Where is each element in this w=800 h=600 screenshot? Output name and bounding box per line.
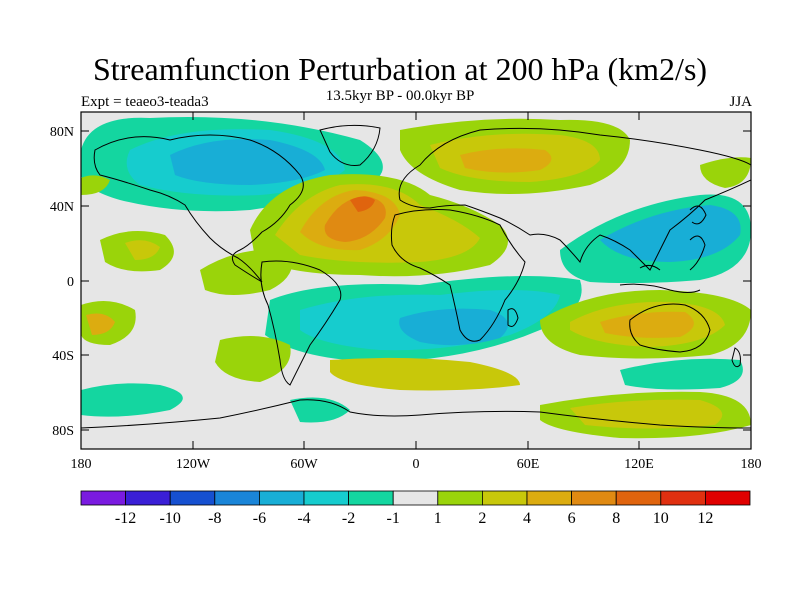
colorbar-label: -2	[342, 510, 355, 527]
colorbar-label: -10	[160, 510, 181, 527]
colorbar-label: 1	[434, 510, 442, 527]
anomaly-positive-south-america	[215, 336, 291, 382]
colorbar-label: -4	[297, 510, 310, 527]
lat-label-80s: 80S	[52, 424, 74, 439]
anomaly-fields	[81, 116, 751, 439]
anomaly-positive-australia-inner	[600, 311, 694, 338]
colorbar-swatch	[526, 490, 572, 506]
lon-axis: 180 120W 60W 0 60E 120E 180	[71, 112, 762, 472]
colorbar-swatch	[348, 490, 394, 506]
coast-north-america	[93, 134, 304, 283]
coast-new-zealand	[731, 347, 741, 368]
colorbar-swatch	[660, 490, 706, 506]
lon-label-120e: 120E	[624, 457, 654, 472]
lon-label-60w: 60W	[290, 457, 318, 472]
colorbar-swatch	[705, 490, 751, 506]
lon-label-180e: 180	[741, 457, 762, 472]
lon-label-0: 0	[413, 457, 420, 472]
anomaly-positive-south-indian	[330, 357, 520, 391]
colorbar: -12 -10 -8 -6 -4 -2 -1 1 2 4 6 8 10 12	[80, 490, 751, 527]
anomaly-negative-canada-inner	[170, 139, 325, 185]
colorbar-label: 4	[523, 510, 531, 527]
colorbar-swatch	[214, 490, 260, 506]
lat-label-40n: 40N	[50, 200, 74, 215]
lon-label-60e: 60E	[517, 457, 540, 472]
colorbar-swatch	[615, 490, 662, 506]
coast-australia	[629, 303, 711, 353]
colorbar-swatch	[169, 490, 216, 506]
anomaly-positive-west-edge	[81, 175, 110, 195]
experiment-label: Expt = teaeo3-teada3	[81, 94, 209, 110]
coast-southeast-asia	[619, 235, 706, 293]
colorbar-swatch	[437, 490, 483, 506]
anomaly-negative-westpacific-core	[600, 205, 741, 262]
chart-subtitle: 13.5kyr BP - 00.0kyr BP	[325, 88, 475, 104]
colorbar-swatch	[481, 490, 528, 506]
lat-label-0: 0	[67, 275, 74, 290]
colorbar-label: 6	[568, 510, 576, 527]
coast-africa	[390, 209, 526, 342]
anomaly-positive-east-edge	[700, 157, 751, 188]
coastlines	[81, 124, 751, 429]
colorbar-label: -1	[387, 510, 400, 527]
coast-eurasia	[398, 127, 751, 271]
season-label: JJA	[729, 94, 752, 110]
anomaly-positive-southpacific-core	[86, 313, 115, 335]
colorbar-swatch	[80, 490, 126, 506]
colorbar-label: 12	[697, 510, 713, 527]
anomaly-negative-sw	[81, 383, 183, 417]
anomaly-positive-northatlantic-max	[350, 196, 375, 212]
colorbar-swatch	[571, 490, 617, 506]
coast-greenland	[319, 124, 381, 166]
anomaly-negative-southatlantic-inner	[399, 308, 508, 346]
anomaly-positive-siberia-inner	[460, 148, 552, 173]
colorbar-label: -6	[253, 510, 266, 527]
colorbar-swatch	[258, 490, 305, 506]
chart-title: Streamfunction Perturbation at 200 hPa (…	[92, 51, 708, 87]
colorbar-label: 8	[612, 510, 620, 527]
anomaly-negative-southpacific	[620, 358, 743, 390]
colorbar-label: -8	[208, 510, 221, 527]
lat-label-40s: 40S	[52, 349, 74, 364]
lon-label-180w: 180	[71, 457, 92, 472]
coast-south-america	[260, 260, 342, 386]
colorbar-swatch	[303, 490, 349, 506]
colorbar-swatch	[392, 490, 439, 506]
colorbar-label: -12	[115, 510, 136, 527]
lat-label-80n: 80N	[50, 125, 74, 140]
lat-axis: 80N 40N 0 40S 80S	[50, 125, 751, 439]
colorbar-label: 2	[478, 510, 486, 527]
coast-japan	[689, 205, 707, 225]
anomaly-positive-eastpacific-core	[125, 240, 160, 260]
anomaly-positive-northatlantic-inner	[324, 196, 386, 242]
anomaly-positive-antarctic-east-core	[570, 399, 723, 429]
coast-madagascar	[507, 308, 519, 327]
coast-antarctica	[81, 399, 751, 429]
colorbar-label: 10	[653, 510, 669, 527]
colorbar-swatch	[125, 490, 171, 506]
lon-label-120w: 120W	[176, 457, 211, 472]
